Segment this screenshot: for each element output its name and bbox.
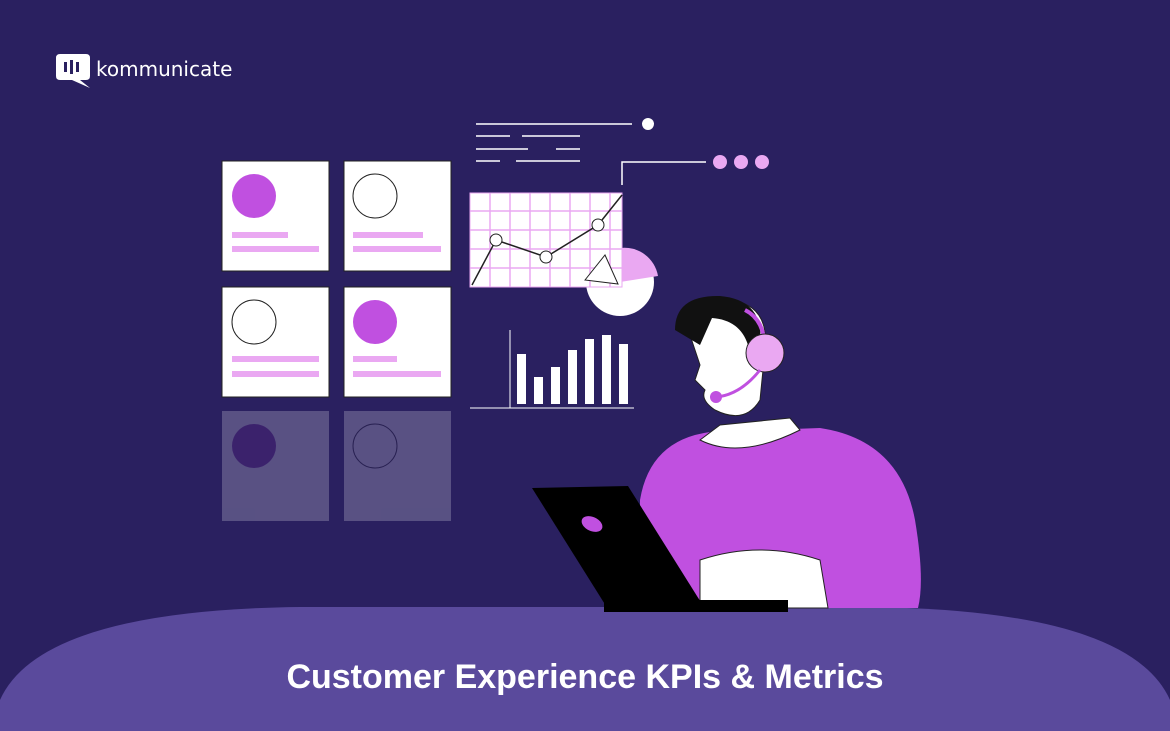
point — [539, 250, 553, 264]
card-avatar — [353, 300, 397, 344]
dot — [755, 155, 769, 169]
card-line — [353, 246, 441, 252]
card-avatar — [232, 174, 276, 218]
card-avatar — [352, 423, 398, 469]
faded-cards — [222, 411, 451, 521]
card — [343, 160, 452, 272]
card-line — [232, 232, 288, 238]
bar — [551, 367, 560, 404]
laptop-base — [604, 600, 788, 612]
card-line — [232, 246, 319, 252]
decor-lines — [476, 123, 706, 185]
point — [591, 218, 605, 232]
bar — [568, 350, 577, 404]
logo: kommunicate — [56, 54, 232, 88]
card-line — [353, 232, 423, 238]
card — [221, 286, 330, 398]
panel-grid — [470, 193, 622, 287]
point — [489, 233, 503, 247]
mic — [710, 391, 722, 403]
card-avatar — [232, 424, 276, 468]
card-line — [353, 371, 441, 377]
dot — [734, 155, 748, 169]
bar — [602, 335, 611, 404]
card — [222, 411, 329, 521]
cards — [221, 160, 452, 521]
arm — [699, 549, 829, 609]
bar — [517, 354, 526, 404]
card — [221, 160, 330, 272]
card — [343, 286, 452, 398]
title: Customer Experience KPIs & Metrics — [286, 658, 883, 696]
card-line — [232, 371, 319, 377]
card-avatar — [352, 173, 398, 219]
laptop-logo — [581, 516, 603, 532]
logo-bar — [76, 62, 79, 72]
person — [532, 295, 921, 612]
pie-piece — [584, 254, 619, 285]
line-chart-panel — [469, 192, 658, 316]
dot — [642, 118, 654, 130]
bar — [534, 377, 543, 404]
card — [344, 411, 451, 521]
connector — [621, 161, 706, 185]
earpiece — [745, 333, 785, 373]
card-line — [353, 356, 397, 362]
logo-bar — [64, 62, 67, 72]
neck — [699, 417, 801, 449]
hair — [675, 295, 761, 345]
dot — [713, 155, 727, 169]
bar — [585, 339, 594, 404]
bar — [619, 344, 628, 404]
card-line — [232, 356, 319, 362]
brand-name: kommunicate — [96, 57, 232, 81]
floor-mound — [0, 607, 1170, 731]
pie-slice — [620, 247, 658, 282]
laptop-screen — [532, 486, 702, 606]
logo-bar — [70, 60, 73, 74]
card-avatar — [231, 299, 277, 345]
bar-chart — [470, 330, 634, 409]
